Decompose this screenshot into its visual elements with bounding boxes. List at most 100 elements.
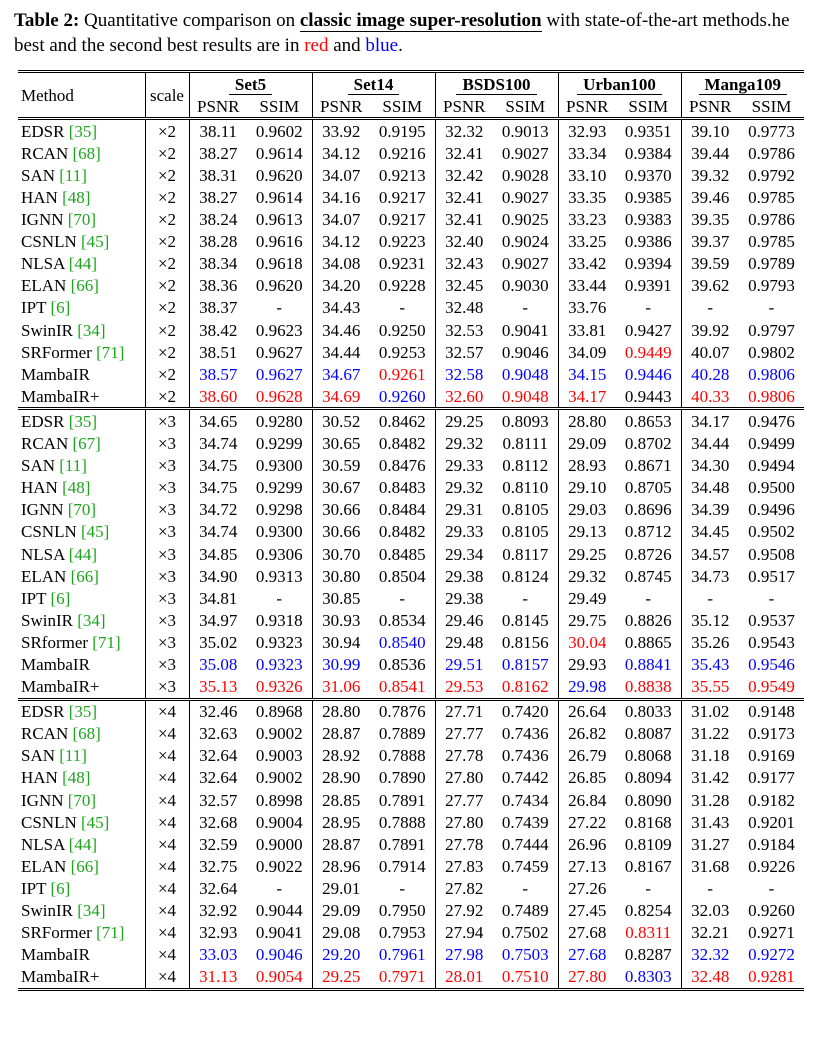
method-cell: SRFormer [71] [18,921,146,944]
metric-header: SSIM [751,96,792,116]
table-row: SwinIR [34] ×3 34.97 0.9318 30.93 0.8534 29.46… [18,609,804,632]
value-cell: 34.44 [322,342,361,362]
metric-header: SSIM [493,95,559,119]
value-cell: 29.09 [322,901,361,921]
table-row: RCAN [67] ×3 34.74 0.9299 30.65 0.8482 29.32 0.… [18,432,804,455]
table-row: SRFormer [71] ×4 32.93 0.9041 29.08 0.7953 27.… [18,921,804,944]
value-cell: 35.02 [199,632,238,652]
scale-cell: ×3 [145,498,190,521]
value-cell: 32.75 [199,856,238,876]
value-cell: 29.09 [568,434,607,454]
value-cell: 29.33 [445,522,484,542]
value-cell: 0.9231 [370,252,436,275]
value-cell: 0.9260 [370,385,436,409]
value-cell: - [768,878,775,898]
citation: [44] [68,254,98,274]
method-name: SwinIR [21,901,73,921]
value-cell: 34.39 [691,500,730,520]
scale-cell: ×2 [145,385,190,409]
scale-cell: ×2 [145,296,190,320]
value-cell: 38.11 [189,117,247,143]
value-cell: 32.40 [445,232,484,252]
value-cell: 0.7502 [493,921,559,944]
value-cell: 27.80 [568,967,607,987]
value-cell: 32.32 [691,945,730,965]
value-cell: 34.85 [199,544,238,564]
value-cell: 26.84 [568,790,607,810]
citation: [71] [92,632,121,652]
value-cell: 27.78 [445,834,484,854]
value-cell: 0.7439 [493,811,559,834]
value-cell: - [707,298,714,318]
citation: [68] [72,143,101,163]
caption: Table 2: Quantitative comparison on clas… [14,8,804,58]
table-row: SRformer [71] ×3 35.02 0.9323 30.94 0.8540 29.… [18,631,804,654]
value-cell: 0.8826 [616,609,682,632]
citation: [6] [50,878,71,898]
method-cell: MambaIR [18,653,146,676]
header-method: Method [18,71,146,119]
value-cell: 40.33 [691,386,730,406]
table-row: HAN [48] ×2 38.27 0.9614 34.16 0.9217 32.41 0.9… [18,186,804,209]
value-cell: 0.7953 [370,921,436,944]
value-cell: 38.57 [199,364,238,384]
value-cell: 29.93 [568,654,607,674]
value-cell: 34.07 [322,165,361,185]
value-cell: 30.52 [312,407,370,433]
value-cell: 32.41 [445,143,484,163]
value-cell: 0.9300 [247,520,313,543]
value-cell: 31.68 [691,856,730,876]
value-cell: - [616,587,682,610]
value-cell: 29.13 [568,522,607,542]
method-name: EDSR [21,411,65,431]
value-cell: 0.8476 [370,454,436,477]
value-cell: 28.85 [322,790,361,810]
value-cell: 31.42 [691,768,730,788]
value-cell: 29.25 [322,967,361,987]
value-cell: 27.71 [435,697,493,723]
scale-cell: ×2 [145,319,190,342]
method-cell: SAN [11] [18,164,146,187]
value-cell: 0.9806 [748,386,795,406]
value-cell: 27.45 [568,901,607,921]
dataset-name: Set14 [347,74,400,95]
method-name: SAN [21,456,56,476]
method-name: SwinIR [21,610,73,630]
value-cell: 0.9623 [247,319,313,342]
method-name: ELAN [21,276,67,296]
value-cell: 32.48 [445,298,484,318]
table-row: IPT [6] ×3 34.81-30.85-29.38-29.49- - - [18,587,804,610]
value-cell: 0.8145 [493,609,559,632]
value-cell: 0.9614 [247,186,313,209]
value-cell: - [616,296,682,320]
citation: [71] [96,923,125,943]
method-cell: CSNLN [45] [18,230,146,253]
scale-cell: ×3 [145,675,190,700]
value-cell: 0.9385 [616,186,682,209]
value-cell: 31.43 [691,812,730,832]
scale-cell: ×2 [145,274,190,297]
value-cell: 29.33 [445,456,484,476]
value-cell: 0.8105 [493,498,559,521]
method-cell: EDSR [35] [18,697,146,723]
method-cell: ELAN [66] [18,855,146,878]
value-cell: 0.7436 [493,722,559,745]
value-cell: - [493,296,559,320]
scale-cell: ×4 [145,697,190,723]
value-cell: 28.87 [322,724,361,744]
method-name: NLSA [21,544,65,564]
value-cell: 0.8105 [493,520,559,543]
value-cell: 38.60 [199,386,238,406]
scale-cell: ×2 [145,230,190,253]
table-row: ELAN [66] ×3 34.90 0.9313 30.80 0.8504 29.38 0.… [18,565,804,588]
value-cell: - [247,877,313,900]
method-name: EDSR [21,121,65,141]
method-name: SRFormer [21,342,92,362]
value-cell: 0.9370 [616,164,682,187]
citation: [71] [96,342,125,362]
value-cell: 0.9499 [748,434,795,454]
value-cell: 0.9508 [748,544,795,564]
scale-cell: ×4 [145,965,190,990]
value-cell: 0.8094 [616,766,682,789]
value-cell: 28.80 [312,697,370,723]
